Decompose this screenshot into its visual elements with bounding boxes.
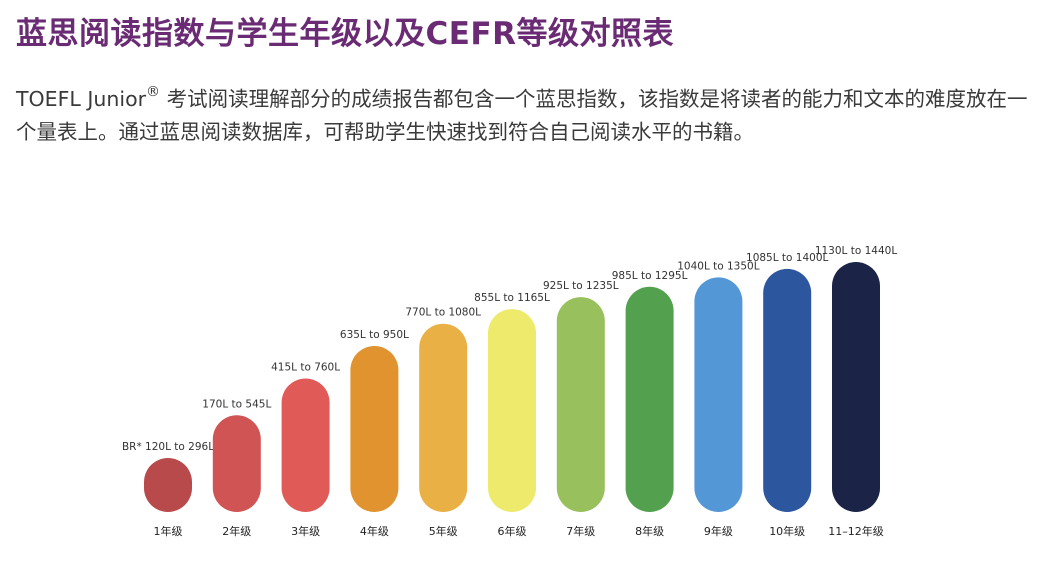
intro-text: 考试阅读理解部分的成绩报告都包含一个蓝思指数，该指数是将读者的能力和文本的难度放… [16, 86, 1028, 144]
registered-mark: ® [146, 84, 161, 100]
grade-label-3: 3年级 [291, 524, 320, 538]
grade-bar-10 [763, 268, 812, 512]
grade-label-9: 9年级 [704, 524, 733, 538]
range-label-1: BR* 120L to 296L [122, 441, 214, 453]
intro-lead: TOEFL Junior [16, 86, 147, 111]
grade-label-11: 11–12年级 [828, 524, 884, 538]
grade-bar-9 [694, 277, 743, 512]
range-label-9: 1040L to 1350L [677, 260, 760, 272]
range-label-3: 415L to 760L [271, 362, 340, 374]
grade-label-6: 6年级 [498, 524, 527, 538]
grade-bar-8 [625, 286, 674, 512]
grade-label-2: 2年级 [222, 524, 251, 538]
grade-label-10: 10年级 [769, 524, 805, 538]
grade-bar-7 [556, 297, 605, 512]
range-label-7: 925L to 1235L [543, 280, 619, 292]
page-title: 蓝思阅读指数与学生年级以及CEFR等级对照表 [16, 16, 674, 52]
grade-bar-11 [832, 262, 880, 512]
grade-label-1: 1年级 [154, 524, 183, 538]
range-label-6: 855L to 1165L [474, 292, 550, 304]
grade-label-4: 4年级 [360, 524, 389, 538]
grade-bar-4 [350, 346, 399, 512]
range-label-10: 1085L to 1400L [746, 252, 829, 264]
grade-label-5: 5年级 [429, 524, 458, 538]
grade-bar-5 [419, 323, 468, 512]
range-label-4: 635L to 950L [340, 329, 409, 341]
intro-paragraph: TOEFL Junior® 考试阅读理解部分的成绩报告都包含一个蓝思指数，该指数… [16, 78, 1046, 149]
range-label-11: 1130L to 1440L [815, 245, 898, 257]
grade-bar-6 [488, 309, 536, 512]
grade-bar-3 [281, 378, 330, 512]
range-label-5: 770L to 1080L [405, 307, 481, 319]
range-label-8: 985L to 1295L [612, 270, 688, 282]
grade-bar-2 [212, 415, 261, 512]
grade-label-8: 8年级 [635, 524, 664, 538]
range-label-2: 170L to 545L [202, 398, 271, 410]
grade-label-7: 7年级 [566, 524, 595, 538]
grade-bar-1 [144, 458, 192, 512]
